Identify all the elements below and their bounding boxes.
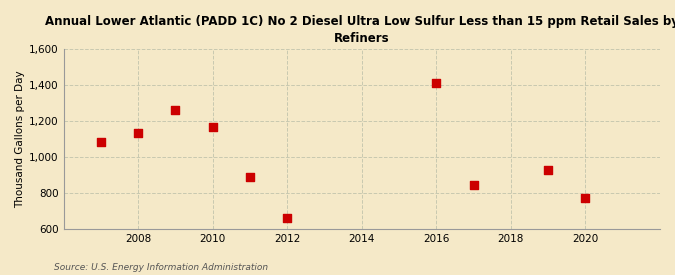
Point [133, 131, 144, 136]
Point [543, 168, 554, 172]
Title: Annual Lower Atlantic (PADD 1C) No 2 Diesel Ultra Low Sulfur Less than 15 ppm Re: Annual Lower Atlantic (PADD 1C) No 2 Die… [45, 15, 675, 45]
Y-axis label: Thousand Gallons per Day: Thousand Gallons per Day [15, 70, 25, 208]
Point [282, 216, 293, 220]
Point [96, 140, 107, 144]
Point [431, 81, 441, 85]
Text: Source: U.S. Energy Information Administration: Source: U.S. Energy Information Administ… [54, 263, 268, 272]
Point [468, 182, 479, 187]
Point [207, 125, 218, 129]
Point [170, 108, 181, 112]
Point [244, 175, 255, 180]
Point [580, 196, 591, 200]
